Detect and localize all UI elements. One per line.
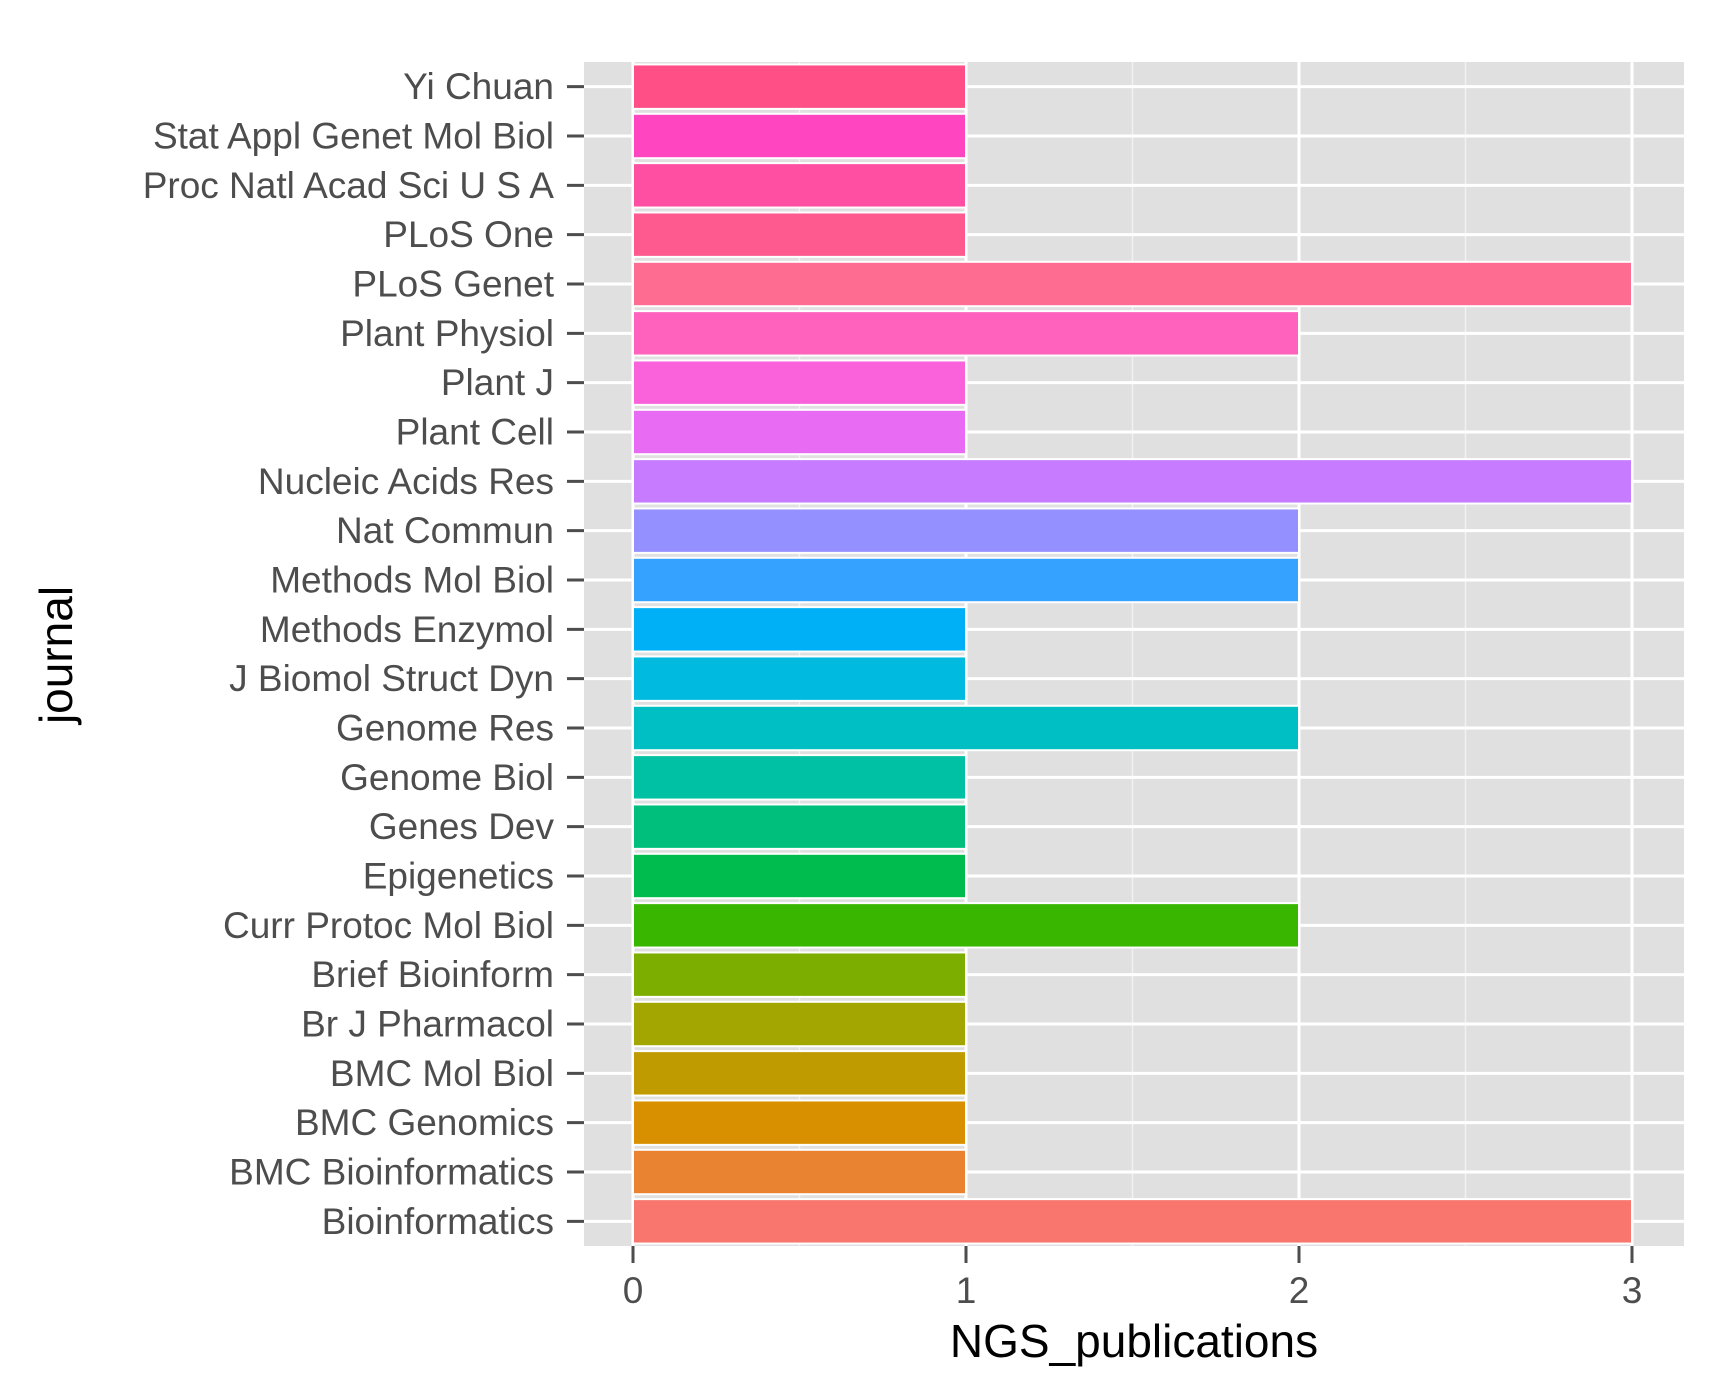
y-tick-label: Methods Mol Biol <box>270 560 554 601</box>
y-tick-label: PLoS One <box>383 214 554 255</box>
bar <box>632 1198 1633 1245</box>
x-axis: 0 1 2 3 <box>623 1246 1643 1311</box>
y-tick-label: Bioinformatics <box>322 1201 554 1242</box>
x-tick-label: 0 <box>623 1270 644 1311</box>
y-tick-label: Br J Pharmacol <box>301 1004 554 1045</box>
bar <box>632 655 967 702</box>
y-axis: Bioinformatics BMC Bioinformatics BMC Geno… <box>143 66 584 1242</box>
bar <box>632 458 1633 505</box>
y-tick-label: Epigenetics <box>363 856 554 897</box>
bar <box>632 754 967 801</box>
x-axis-title: NGS_publications <box>950 1315 1318 1367</box>
bar <box>632 260 1633 308</box>
y-tick-label: Brief Bioinform <box>311 954 554 995</box>
bar <box>632 606 967 653</box>
x-tick-label: 3 <box>1622 1270 1643 1311</box>
bar <box>632 359 967 406</box>
y-tick-label: BMC Mol Biol <box>330 1053 554 1094</box>
y-tick-label: BMC Bioinformatics <box>229 1152 554 1193</box>
y-tick-label: BMC Genomics <box>295 1102 554 1143</box>
bar <box>632 112 967 160</box>
y-tick-label: Genome Res <box>336 708 554 749</box>
bar <box>632 1050 967 1097</box>
y-tick-label: Plant Physiol <box>340 313 554 354</box>
x-tick-label: 2 <box>1289 1270 1310 1311</box>
y-tick-label: PLoS Genet <box>352 264 554 305</box>
y-tick-label: Plant J <box>441 362 554 403</box>
y-tick-label: Nucleic Acids Res <box>258 461 554 502</box>
bar <box>632 902 1300 949</box>
y-tick-label: Plant Cell <box>396 412 554 453</box>
y-tick-label: Proc Natl Acad Sci U S A <box>143 165 555 206</box>
bar <box>632 408 967 456</box>
y-tick-label: Genes Dev <box>369 806 555 847</box>
bars <box>632 63 1633 1245</box>
bar <box>632 704 1300 752</box>
minor-gridlines <box>798 62 1467 1246</box>
y-tick-label: Yi Chuan <box>403 66 554 107</box>
bar <box>632 1000 967 1048</box>
y-tick-label: Stat Appl Genet Mol Biol <box>153 116 554 157</box>
bar <box>632 556 1300 604</box>
bar <box>632 507 1300 554</box>
x-tick-label: 1 <box>956 1270 977 1311</box>
bar <box>632 803 967 850</box>
bar <box>632 211 967 258</box>
bar <box>632 852 967 900</box>
y-tick-label: Genome Biol <box>340 757 554 798</box>
bar <box>632 310 1300 357</box>
bar <box>632 63 967 110</box>
y-tick-label: J Biomol Struct Dyn <box>229 658 554 699</box>
y-tick-label: Curr Protoc Mol Biol <box>223 905 554 946</box>
bar <box>632 162 967 209</box>
y-axis-title: journal <box>30 586 82 726</box>
plot-panel <box>584 62 1684 1246</box>
y-tick-label: Methods Enzymol <box>260 609 554 650</box>
y-tick-label: Nat Commun <box>336 510 554 551</box>
bar <box>632 951 967 998</box>
bar <box>632 1148 967 1196</box>
bar <box>632 1099 967 1146</box>
